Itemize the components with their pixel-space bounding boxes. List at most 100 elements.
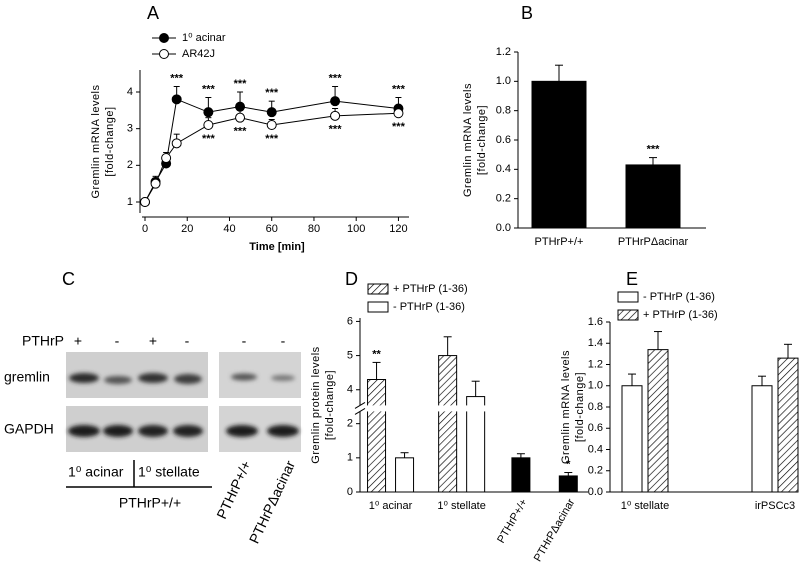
marker [235,101,246,112]
significance: *** [392,83,406,95]
y-tick-label: 0.6 [588,422,603,434]
significance: *** [265,87,279,99]
treatment: - [242,333,247,349]
significance: *** [392,121,406,133]
legend-label: + PTHrP (1-36) [643,309,718,321]
genotype-label: PTHrPΔacinar [246,458,298,546]
bar [558,475,578,493]
x-tick-label: 120 [389,223,407,235]
marker [140,197,150,207]
marker [203,107,214,118]
x-tick-label: 20 [181,223,193,235]
bar [777,357,799,493]
row-label: GAPDH [4,421,54,437]
panel-letter: E [626,269,638,289]
x-tick-label: 60 [266,223,278,235]
x-tick-label: 1⁰ stellate [437,500,485,512]
y-tick-label: 3 [127,123,133,135]
legend-label: 1⁰ acinar [182,32,226,44]
marker [161,153,172,163]
y-axis-label: Gremlin mRNA levels [560,350,572,464]
bar [438,355,458,493]
significance: *** [329,124,343,136]
legend-swatch [367,301,389,313]
axis-break-gap [354,405,590,412]
bar [625,164,681,229]
marker [171,94,182,105]
group-label: 1⁰ acinar [68,464,124,480]
bar [751,385,773,493]
marker [266,120,277,130]
axis-break-mark [354,407,366,415]
panel-letter: B [521,3,533,23]
y-tick-label: 4 [347,384,353,396]
y-tick-label: 0.4 [496,163,511,175]
axis-break-mark [354,401,366,409]
y-tick-label: 0.4 [588,443,603,455]
marker [203,120,214,130]
panel-letter: D [345,269,358,289]
x-tick-label: 0 [142,223,148,235]
bar [647,349,669,493]
x-tick-label: 100 [347,223,365,235]
legend-swatch [617,309,639,321]
y-axis-label: Gremlin mRNA levels [90,84,102,198]
y-axis-label: [fold-change] [574,372,586,442]
y-tick-label: 2 [127,159,133,171]
y-tick-label: 1 [127,196,133,208]
row-label: gremlin [4,369,50,385]
group-label: 1⁰ stellate [138,464,200,480]
x-tick-label: PTHrPΔacinar [618,236,689,248]
y-tick-label: 0.6 [496,134,511,146]
significance: *** [647,144,661,156]
legend-swatch [617,291,639,303]
y-tick-label: 1.4 [588,337,603,349]
group-title: PTHrP+/+ [119,495,181,511]
treatment-label: PTHrP [22,333,64,349]
treatment: + [74,333,82,349]
x-tick-label: 1⁰ acinar [369,500,413,512]
treatment: + [149,333,157,349]
significance: *** [329,72,343,84]
panel-letter: A [147,3,159,23]
bar [367,379,387,493]
y-tick-label: 0.8 [496,105,511,117]
x-tick-label: PTHrPΔacinar [532,497,578,564]
genotype-label: PTHrP+/+ [213,458,254,521]
significance: ** [372,348,381,360]
y-tick-label: 2 [347,418,353,430]
legend-label: - PTHrP (1-36) [643,291,715,303]
bar [511,457,531,493]
x-tick-label: 40 [223,223,235,235]
x-tick-label: PTHrP+/+ [535,236,584,248]
marker [150,178,161,189]
marker [266,107,277,118]
blot-membrane [219,352,301,398]
y-tick-label: 0 [347,486,353,498]
significance: *** [170,72,184,84]
marker [393,108,404,119]
legend-swatch [367,283,389,295]
bar [395,457,415,493]
y-tick-label: 1.0 [496,75,511,87]
marker [330,110,341,121]
treatment: - [281,333,286,349]
y-tick-label: 0.2 [588,465,603,477]
legend-label: - PTHrP (1-36) [393,301,465,313]
y-tick-label: 1.6 [588,316,603,328]
y-tick-label: 0.8 [588,401,603,413]
y-axis-label: [fold-change] [476,105,488,175]
legend-label: + PTHrP (1-36) [393,283,468,295]
y-tick-label: 1 [347,452,353,464]
y-tick-label: 0.0 [588,486,603,498]
marker [235,112,246,123]
y-tick-label: 1.2 [588,358,603,370]
y-tick-label: 0.2 [496,193,511,205]
y-axis-label: Gremlin mRNA levels [462,83,474,197]
x-tick-label: irPSCc3 [755,500,795,512]
significance: *** [202,133,216,145]
significance: *** [234,126,248,138]
significance: *** [265,133,279,145]
x-tick-label: 1⁰ stellate [621,500,669,512]
